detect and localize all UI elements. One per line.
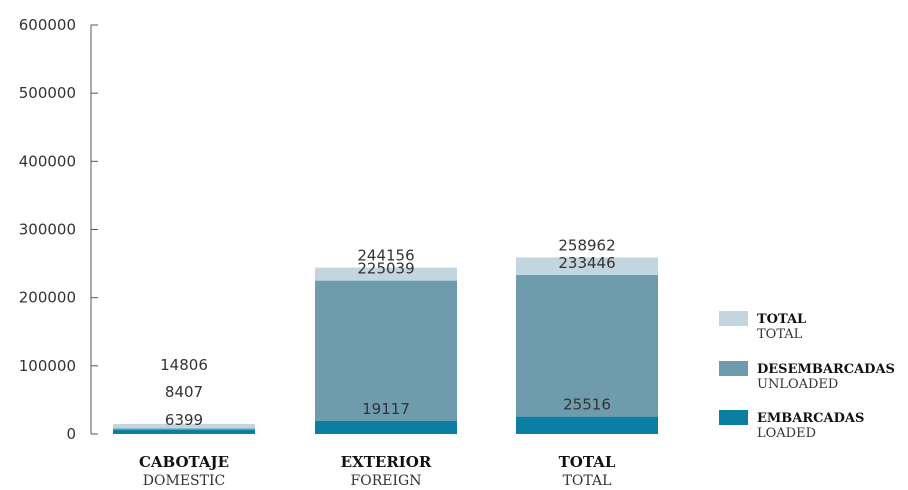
y-tick-label: 0 (66, 425, 76, 443)
bar-segment-total (113, 423, 255, 429)
y-tick-label: 200000 (19, 289, 76, 307)
data-label: 8407 (165, 383, 203, 401)
legend-swatch (719, 311, 748, 326)
bar-segment-embarcadas (516, 416, 658, 434)
legend-label: EMBARCADAS (757, 411, 864, 426)
bars (113, 257, 658, 434)
category-label: EXTERIOR (341, 453, 432, 471)
category-labels: CABOTAJE DOMESTIC EXTERIOR FOREIGN TOTAL TOTA… (139, 453, 616, 489)
data-label: 225039 (357, 260, 414, 278)
y-axis: 0 100000 200000 300000 400000 500000 600000 (19, 16, 98, 443)
legend-label: TOTAL (757, 312, 806, 327)
legend-sublabel: TOTAL (757, 327, 803, 342)
bar-segment-embarcadas (113, 429, 255, 434)
data-label: 244156 (357, 247, 414, 265)
bar-segment-embarcadas (315, 420, 457, 434)
legend-sublabel: LOADED (757, 426, 816, 441)
legend-swatch (719, 410, 748, 425)
data-label: 6399 (165, 411, 203, 429)
data-label: 14806 (160, 356, 208, 374)
y-tick-label: 400000 (19, 152, 76, 170)
y-tick-label: 600000 (19, 16, 76, 34)
bar-segment-desembarcadas (113, 428, 255, 430)
category-sublabel: TOTAL (563, 473, 612, 489)
legend-sublabel: UNLOADED (757, 377, 838, 392)
data-label: 258962 (558, 236, 615, 254)
legend-label: DESEMBARCADAS (757, 362, 895, 377)
data-label: 233446 (558, 254, 615, 272)
category-sublabel: FOREIGN (351, 473, 422, 489)
y-tick-label: 500000 (19, 84, 76, 102)
bar-segment-total (315, 267, 457, 281)
data-label: 25516 (563, 396, 611, 414)
category-label: CABOTAJE (139, 453, 229, 471)
category-sublabel: DOMESTIC (143, 473, 225, 489)
bar-segment-desembarcadas (516, 274, 658, 417)
legend-swatch (719, 361, 748, 376)
data-label: 19117 (362, 400, 410, 418)
bar-segment-total (516, 257, 658, 275)
y-tick-label: 300000 (19, 221, 76, 239)
category-label: TOTAL (559, 453, 616, 471)
y-tick-label: 100000 (19, 357, 76, 375)
bar-segment-desembarcadas (315, 280, 457, 421)
